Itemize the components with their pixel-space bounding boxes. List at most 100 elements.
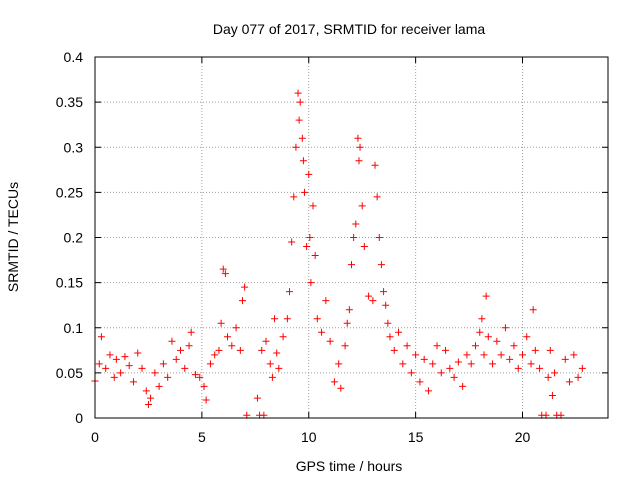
data-point xyxy=(224,333,232,341)
data-point xyxy=(262,337,270,345)
data-point xyxy=(345,306,353,314)
data-point xyxy=(286,288,294,296)
data-point xyxy=(544,373,552,381)
data-point xyxy=(275,364,283,372)
plot-frame xyxy=(94,56,609,419)
tick-labels: 0 0.05 0.1 0.15 0.2 0.25 0.3 0.35 0.4 0 5 10 15 20 xyxy=(56,49,531,445)
data-point xyxy=(369,297,377,305)
data-point xyxy=(506,355,514,363)
data-point xyxy=(343,319,351,327)
y-tick-label: 0.15 xyxy=(56,275,83,291)
y-tick-label: 0.4 xyxy=(64,49,84,65)
data-point xyxy=(424,387,432,395)
data-point xyxy=(561,355,569,363)
data-point xyxy=(177,346,184,354)
data-point xyxy=(221,270,229,278)
data-point xyxy=(471,342,479,350)
data-point xyxy=(489,360,497,368)
data-point xyxy=(399,360,407,368)
chart-title: Day 077 of 2017, SRMTID for receiver lam… xyxy=(213,21,486,37)
data-point xyxy=(97,333,105,341)
data-point xyxy=(501,324,509,332)
data-point xyxy=(125,362,133,370)
data-point xyxy=(337,384,345,392)
data-point xyxy=(279,333,287,341)
y-tick-label: 0.3 xyxy=(64,139,84,155)
data-point xyxy=(288,238,296,246)
data-point xyxy=(358,202,366,210)
data-point xyxy=(578,364,586,372)
data-point xyxy=(360,243,368,251)
data-point xyxy=(510,342,518,350)
y-tick-label: 0.05 xyxy=(56,365,83,381)
data-point xyxy=(482,292,490,300)
data-point xyxy=(551,369,559,377)
data-point xyxy=(450,373,458,381)
data-point xyxy=(382,301,390,309)
x-tick-label: 15 xyxy=(408,429,424,445)
data-point xyxy=(211,351,219,359)
data-point xyxy=(236,346,244,354)
data-point xyxy=(403,342,411,350)
x-tick-label: 0 xyxy=(91,429,99,445)
data-point xyxy=(215,346,223,354)
data-point xyxy=(318,328,326,336)
data-point xyxy=(151,369,159,377)
data-point xyxy=(390,346,398,354)
data-point xyxy=(232,324,240,332)
data-point xyxy=(548,391,556,399)
data-points xyxy=(91,89,586,419)
data-point xyxy=(191,371,199,379)
data-point xyxy=(420,355,428,363)
data-point xyxy=(159,360,167,368)
data-point xyxy=(112,355,120,363)
data-point xyxy=(309,202,317,210)
data-point xyxy=(271,315,279,323)
data-point xyxy=(238,297,246,305)
data-point xyxy=(459,382,467,390)
data-point xyxy=(217,319,225,327)
data-point xyxy=(266,360,274,368)
data-point xyxy=(200,382,208,390)
x-tick-label: 5 xyxy=(198,429,206,445)
data-point xyxy=(258,346,266,354)
data-point xyxy=(300,188,308,196)
data-point xyxy=(386,333,394,341)
data-point xyxy=(527,360,535,368)
data-point xyxy=(384,319,392,327)
data-point xyxy=(407,369,415,377)
data-point xyxy=(529,306,537,314)
data-point xyxy=(493,337,501,345)
data-point xyxy=(546,346,554,354)
data-point xyxy=(566,378,574,386)
data-point xyxy=(497,351,505,359)
data-point xyxy=(536,364,544,372)
data-point xyxy=(185,342,193,350)
data-point xyxy=(117,369,125,377)
data-point xyxy=(352,220,360,228)
data-point xyxy=(454,358,462,366)
data-point xyxy=(446,364,454,372)
x-axis-label: GPS time / hours xyxy=(296,458,403,474)
data-point xyxy=(283,315,291,323)
data-point xyxy=(155,382,163,390)
data-point xyxy=(296,98,304,106)
data-point xyxy=(311,252,319,260)
data-point xyxy=(348,261,355,269)
data-point xyxy=(476,328,484,336)
data-point xyxy=(142,387,150,395)
data-point xyxy=(437,369,445,377)
data-point xyxy=(299,157,307,165)
y-tick-label: 0.35 xyxy=(56,94,83,110)
data-point xyxy=(168,337,176,345)
data-point xyxy=(268,373,276,381)
data-point xyxy=(380,288,388,296)
data-point xyxy=(531,346,539,354)
data-point xyxy=(412,351,420,359)
x-tick-label: 10 xyxy=(301,429,317,445)
data-point xyxy=(138,364,146,372)
y-tick-label: 0.1 xyxy=(64,320,84,336)
data-point xyxy=(463,351,471,359)
